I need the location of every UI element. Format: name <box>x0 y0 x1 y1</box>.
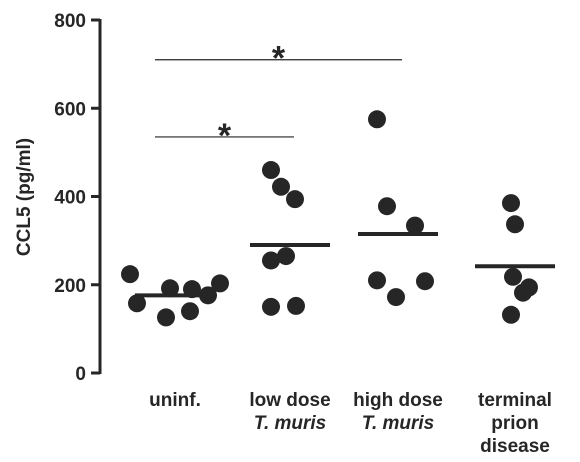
y-tick-label-200: 200 <box>54 276 86 297</box>
data-point-g1-6 <box>287 296 305 315</box>
data-point-g1-3 <box>262 251 280 270</box>
data-point-g1-2 <box>286 190 304 209</box>
data-point-g1-5 <box>262 297 280 316</box>
significance-star-1: * <box>272 40 286 78</box>
category-label-line: T. muris <box>254 413 327 434</box>
data-point-g2-1 <box>378 197 396 216</box>
data-point-g3-4 <box>520 278 538 297</box>
category-label-line: high dose <box>353 390 443 411</box>
category-label-line: uninf. <box>149 390 201 411</box>
data-point-g3-1 <box>506 215 524 234</box>
data-point-g3-5 <box>502 305 520 324</box>
data-point-g1-1 <box>272 177 290 196</box>
category-label-3: terminal prion disease <box>478 390 552 457</box>
data-point-g2-3 <box>368 271 386 290</box>
y-axis-title: CCL5 (pg/ml) <box>14 138 35 256</box>
category-label-line: disease <box>480 436 550 457</box>
data-point-g0-3 <box>161 279 179 298</box>
data-point-g0-4 <box>181 302 199 321</box>
category-label-0: uninf. <box>149 390 201 411</box>
y-tick-label-400: 400 <box>54 188 86 209</box>
data-point-g0-7 <box>211 274 229 293</box>
data-point-g3-2 <box>504 267 522 286</box>
data-point-g3-0 <box>502 194 520 213</box>
category-label-line: T. muris <box>362 413 435 434</box>
data-point-g2-0 <box>368 110 386 129</box>
significance-markers: ** <box>155 40 402 155</box>
data-point-g2-4 <box>387 288 405 307</box>
category-label-line: low dose <box>249 390 330 411</box>
data-point-g0-2 <box>157 308 175 327</box>
category-label-line: prion <box>491 413 539 434</box>
significance-star-0: * <box>218 117 232 155</box>
data-point-g2-2 <box>406 216 424 235</box>
data-point-g1-4 <box>277 247 295 266</box>
axes: 0 200 400 600 800 <box>54 11 102 385</box>
y-tick-label-800: 800 <box>54 11 86 32</box>
data-points <box>121 110 538 327</box>
data-point-g1-0 <box>262 161 280 180</box>
y-tick-label-600: 600 <box>54 99 86 120</box>
category-label-2: high dose T. muris <box>353 390 443 434</box>
data-point-g2-5 <box>416 272 434 291</box>
data-point-g0-1 <box>128 294 146 313</box>
category-label-1: low dose T. muris <box>249 390 330 434</box>
mean-lines <box>135 232 555 298</box>
data-point-g0-0 <box>121 265 139 284</box>
category-label-line: terminal <box>478 390 552 411</box>
y-tick-label-0: 0 <box>75 364 86 385</box>
